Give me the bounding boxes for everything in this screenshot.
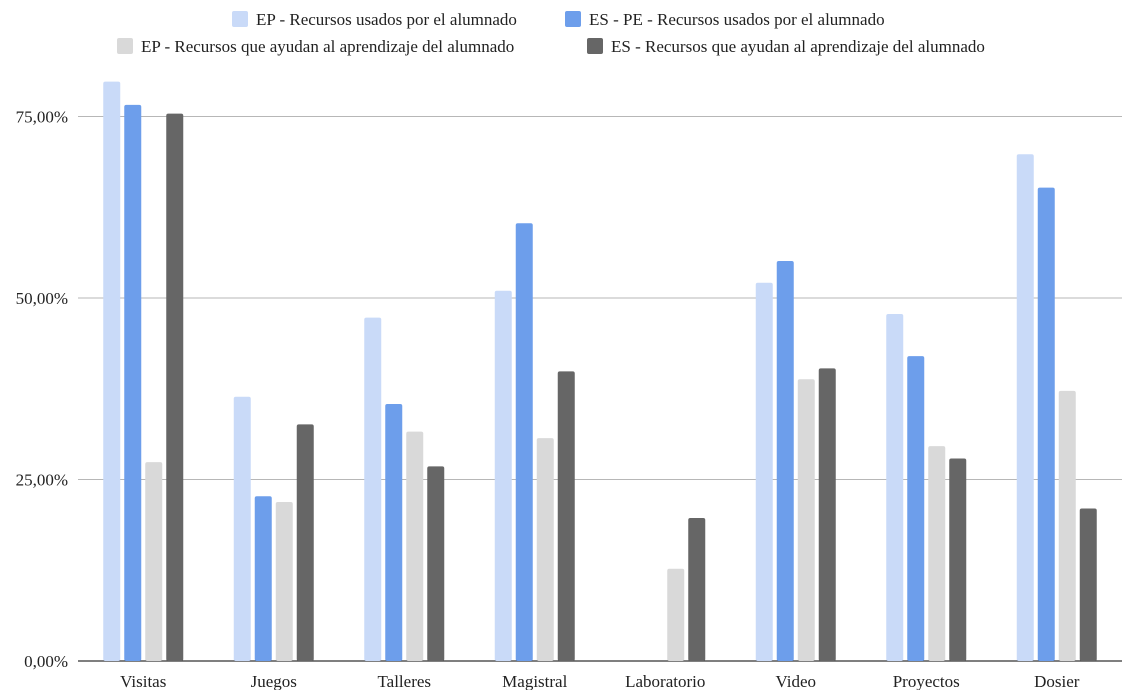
bar <box>427 466 445 661</box>
y-axis: 0,00% 25,00% 50,00% 75,00% <box>16 108 68 672</box>
bar <box>103 81 121 662</box>
bar <box>166 113 184 661</box>
bar <box>1058 390 1076 661</box>
legend-swatch <box>117 38 133 54</box>
legend-swatch <box>587 38 603 54</box>
bar <box>254 496 272 661</box>
grid <box>78 116 1122 662</box>
bar <box>275 502 293 661</box>
bar <box>557 371 575 661</box>
x-axis: Visitas Juegos Talleres Magistral Laboratori… <box>120 672 1080 691</box>
bar <box>1079 508 1097 661</box>
y-tick-label: 75,00% <box>16 108 68 127</box>
y-tick-label: 50,00% <box>16 289 68 308</box>
x-tick-label: Laboratorio <box>625 672 705 690</box>
bar <box>364 317 382 661</box>
bar <box>755 282 773 661</box>
bar <box>406 431 424 661</box>
bar <box>536 438 554 661</box>
bar <box>928 446 946 661</box>
legend-label: EP - Recursos que ayudan al aprendizaje … <box>141 37 514 56</box>
x-tick-label: Juegos <box>251 672 297 690</box>
x-tick-label: Proyectos <box>893 672 960 690</box>
y-tick-label: 25,00% <box>16 471 68 490</box>
bar <box>667 568 685 661</box>
legend-label: ES - PE - Recursos usados por el alumnad… <box>589 10 885 29</box>
legend: EP - Recursos usados por el alumnado ES -… <box>117 10 985 56</box>
y-tick-label: 0,00% <box>24 652 68 671</box>
bar <box>907 356 925 661</box>
bar <box>886 313 904 661</box>
x-tick-label: Talleres <box>377 672 431 690</box>
bar <box>776 260 794 661</box>
x-tick-label: Visitas <box>120 672 166 690</box>
bar <box>1037 187 1055 661</box>
bar <box>949 458 967 661</box>
bar <box>515 223 533 662</box>
bar <box>296 424 314 661</box>
x-tick-label: Dosier <box>1034 672 1080 690</box>
legend-swatch <box>232 11 248 27</box>
bar <box>818 368 836 661</box>
bar <box>233 396 251 661</box>
legend-swatch <box>565 11 581 27</box>
legend-label: EP - Recursos usados por el alumnado <box>256 10 517 29</box>
bar <box>145 462 163 661</box>
bars <box>103 81 1097 662</box>
bar <box>494 290 512 661</box>
bar <box>688 517 706 661</box>
x-tick-label: Video <box>775 672 816 690</box>
x-tick-label: Magistral <box>502 672 567 690</box>
bar <box>124 104 142 661</box>
legend-label: ES - Recursos que ayudan al aprendizaje … <box>611 37 985 56</box>
bar <box>1016 154 1034 661</box>
bar <box>385 403 403 661</box>
bar <box>797 379 815 661</box>
